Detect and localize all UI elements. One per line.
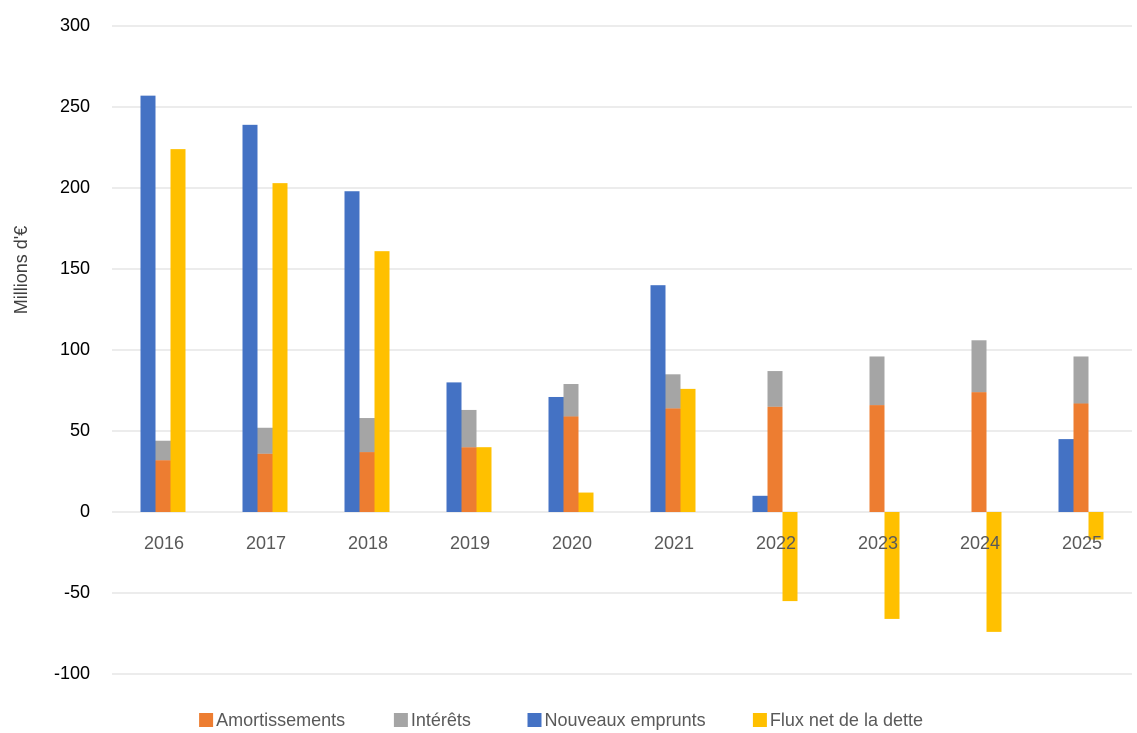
x-tick-label: 2022 [756,533,796,553]
x-tick-label: 2024 [960,533,1000,553]
bar [257,427,273,454]
bar [869,405,885,512]
bar [563,416,579,512]
bar [155,440,171,461]
legend-swatch [393,713,408,727]
x-tick-label: 2018 [348,533,388,553]
y-tick-label: 200 [60,177,90,197]
bar [359,452,375,512]
y-tick-label: 250 [60,96,90,116]
legend-swatch [527,713,542,727]
x-tick-label: 2025 [1062,533,1102,553]
bar [1073,356,1089,404]
bar [272,183,288,512]
bar [767,371,783,407]
bar [884,512,900,619]
bar [548,396,564,512]
y-tick-label: -50 [64,582,90,602]
bar [782,512,798,602]
bar [257,453,273,512]
bar [461,447,477,512]
x-tick-label: 2016 [144,533,184,553]
bar [476,447,492,512]
bar [665,374,681,409]
bar [650,285,666,512]
bar [170,149,186,512]
bar [1088,512,1104,540]
bar [971,392,987,512]
legend-label: Intérêts [411,710,471,730]
bar [680,388,696,512]
legend-label: Flux net de la dette [770,710,923,730]
bar [1058,439,1074,512]
bar [461,409,477,448]
bar [344,191,360,513]
bar [374,251,390,512]
y-axis-label: Millions d'€ [11,226,31,314]
legend-swatch [752,713,767,727]
x-tick-label: 2019 [450,533,490,553]
bar [140,95,156,512]
x-tick-label: 2021 [654,533,694,553]
y-tick-label: 100 [60,339,90,359]
bar [155,460,171,512]
y-tick-label: -100 [54,663,90,683]
x-tick-label: 2017 [246,533,286,553]
x-tick-label: 2023 [858,533,898,553]
bar [986,512,1002,632]
bar [578,492,594,512]
bar [446,382,462,512]
x-tick-label: 2020 [552,533,592,553]
y-tick-label: 50 [70,420,90,440]
bar [359,418,375,453]
legend-label: Amortissements [216,710,345,730]
bar [665,408,681,512]
bar [242,124,258,512]
y-tick-label: 150 [60,258,90,278]
legend-label: Nouveaux emprunts [545,710,706,730]
y-tick-label: 300 [60,15,90,35]
bar [563,384,579,417]
bar [869,356,885,406]
bar [1073,403,1089,512]
bar [767,406,783,512]
bar [752,495,768,512]
y-tick-label: 0 [80,501,90,521]
legend-swatch [199,713,214,727]
bar [971,340,987,393]
